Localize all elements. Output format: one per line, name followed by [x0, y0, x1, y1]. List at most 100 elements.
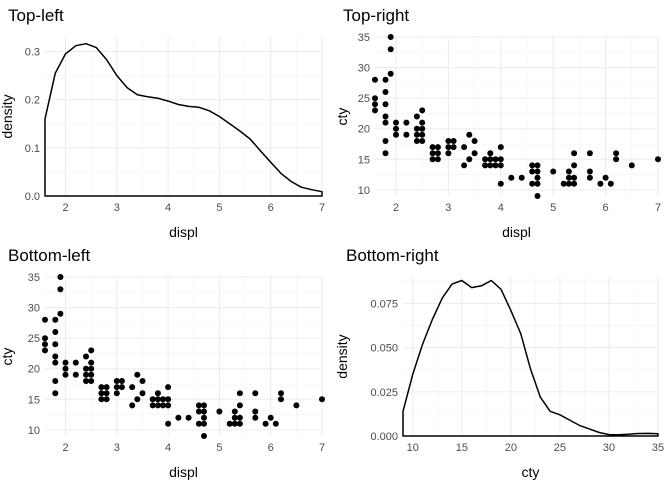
y-tick-label: 20 [28, 364, 40, 376]
y-tick-label: 0.2 [25, 95, 40, 107]
data-point [98, 384, 105, 391]
data-point [103, 396, 110, 403]
data-point [534, 193, 541, 199]
panel-bottom-right: Bottom-right 10 15 20 25 30 35 0.000 0.025 0.050 0… [334, 246, 664, 480]
y-tick-label: 15 [28, 394, 40, 406]
data-point [165, 384, 172, 391]
data-point [231, 420, 238, 427]
data-point [62, 359, 69, 366]
data-point [129, 384, 136, 391]
x-tick-label: 3 [114, 442, 120, 454]
data-point [534, 162, 541, 169]
data-point [508, 174, 515, 181]
data-point [231, 414, 238, 421]
y-tick-label: 10 [358, 185, 370, 197]
data-point [103, 390, 110, 397]
data-point [497, 144, 504, 151]
data-point [602, 174, 609, 181]
data-point [445, 150, 452, 157]
data-point [534, 180, 541, 187]
x-tick-label: 5 [216, 442, 222, 454]
data-point [42, 341, 48, 348]
data-point [372, 107, 378, 114]
x-tick-label: 6 [603, 202, 609, 214]
data-point [393, 131, 399, 138]
chart-title: Top-right [343, 6, 409, 25]
x-tick-label: 20 [505, 442, 517, 454]
data-point [466, 156, 473, 163]
data-point [565, 174, 572, 181]
data-point [607, 180, 614, 187]
x-tick-label: 10 [407, 442, 419, 454]
y-axis-title: cty [0, 348, 15, 366]
data-point [154, 402, 161, 409]
data-point [83, 378, 89, 384]
data-point [226, 420, 233, 427]
x-tick-label: 7 [319, 202, 325, 214]
x-axis-title: cty [522, 464, 540, 480]
data-point [62, 371, 69, 378]
data-point [52, 359, 59, 366]
data-point [149, 396, 156, 403]
data-point [165, 396, 172, 403]
data-point [387, 46, 394, 53]
data-point [487, 162, 494, 169]
data-point [450, 138, 457, 144]
data-point [471, 138, 478, 144]
x-tick-label: 30 [603, 442, 615, 454]
x-tick-label: 35 [652, 442, 664, 454]
data-point [571, 150, 578, 157]
data-point [88, 359, 95, 366]
data-point [83, 353, 89, 360]
x-tick-label: 15 [456, 442, 468, 454]
data-point [413, 138, 420, 144]
data-point [445, 144, 452, 151]
data-point [487, 156, 494, 163]
data-point [387, 70, 394, 77]
data-point [236, 402, 243, 409]
x-tick-label: 3 [114, 202, 120, 214]
data-point [83, 371, 89, 378]
data-point [88, 347, 95, 354]
data-point [492, 156, 499, 163]
y-tick-label: 30 [28, 303, 40, 315]
data-point [252, 408, 259, 415]
data-point [165, 402, 172, 409]
data-point [382, 89, 389, 95]
data-point [139, 390, 146, 397]
chart-title: Bottom-right [346, 246, 439, 265]
x-tick-label: 4 [165, 442, 171, 454]
x-tick-label: 4 [165, 202, 171, 214]
data-point [57, 286, 64, 293]
data-point [149, 402, 156, 409]
data-point [560, 180, 567, 187]
data-point [571, 162, 578, 169]
y-axis-title: density [334, 334, 350, 378]
data-point [154, 390, 161, 397]
data-point [216, 408, 223, 415]
data-point [497, 180, 504, 187]
data-point [118, 378, 125, 384]
data-point [252, 390, 259, 397]
data-point [434, 156, 441, 163]
data-point [236, 414, 243, 421]
data-point [154, 396, 161, 403]
data-point [195, 420, 202, 427]
data-point [319, 396, 325, 403]
data-point [201, 420, 207, 427]
data-point [262, 420, 269, 427]
y-axis-title: cty [334, 108, 350, 126]
data-point [88, 371, 95, 378]
data-point [201, 408, 207, 415]
data-point [571, 174, 578, 181]
data-point [57, 310, 64, 317]
data-point [597, 180, 604, 187]
data-point [195, 408, 202, 415]
y-tick-label: 25 [358, 93, 370, 105]
data-point [434, 144, 441, 151]
data-point [461, 144, 468, 151]
data-point [565, 180, 572, 187]
data-point [403, 131, 410, 138]
data-point [201, 402, 207, 409]
